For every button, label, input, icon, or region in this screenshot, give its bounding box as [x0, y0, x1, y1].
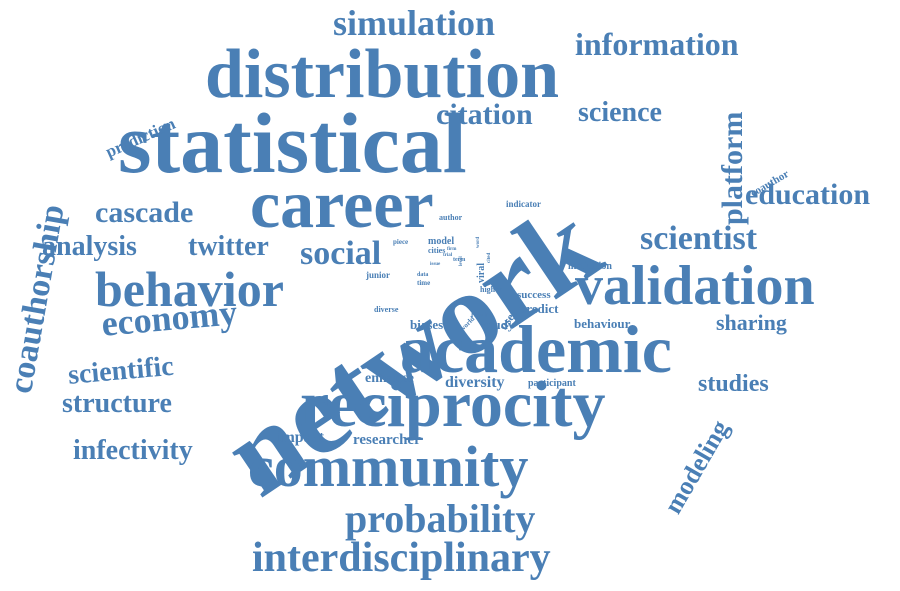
word-social: social — [300, 237, 381, 271]
word-probability: probability — [345, 499, 535, 539]
word-indicator: indicator — [506, 200, 541, 209]
word-scientist: scientist — [640, 222, 757, 256]
word-higher: higher — [480, 286, 502, 294]
word-behaviour: behaviour — [574, 317, 630, 330]
word-participant: participant — [528, 379, 576, 389]
word-word: word — [476, 237, 481, 248]
word-enhance: enhance — [365, 372, 414, 386]
word-trial: trial — [443, 253, 452, 258]
word-sharing: sharing — [716, 312, 787, 334]
word-biases: biases — [410, 318, 443, 331]
word-success: success — [517, 290, 551, 301]
word-viral: viral — [477, 263, 487, 283]
word-education: education — [745, 180, 870, 210]
word-science: science — [578, 99, 662, 127]
word-analysis: analysis — [42, 233, 137, 261]
word-level: level — [459, 256, 464, 266]
word-data: data — [417, 272, 428, 278]
word-structure: structure — [62, 390, 172, 418]
word-scientific: scientific — [67, 353, 175, 390]
word-career: career — [250, 170, 434, 238]
word-citation: citation — [436, 100, 533, 130]
word-issue: issue — [430, 262, 440, 267]
word-interdisciplinary: interdisciplinary — [252, 537, 551, 579]
word-economy: economy — [100, 294, 239, 342]
word-diverse: diverse — [374, 306, 398, 314]
word-cascade: cascade — [95, 198, 193, 228]
word-piece: piece — [393, 239, 408, 246]
word-researcher: researcher — [353, 433, 421, 448]
word-firm: firm — [447, 247, 456, 252]
word-impact: impact — [277, 430, 324, 446]
word-author: author — [439, 214, 462, 222]
word-institution: institution — [568, 262, 612, 272]
word-information: information — [575, 28, 739, 60]
word-predict: predict — [519, 302, 558, 315]
word-twitter: twitter — [188, 233, 269, 261]
word-studies: studies — [698, 372, 769, 396]
word-platform: platform — [718, 112, 748, 225]
word-infectivity: infectivity — [73, 437, 193, 465]
word-diversity: diversity — [445, 375, 505, 391]
word-junior: junior — [366, 271, 390, 280]
word-modeling: modeling — [660, 416, 734, 518]
word-simulation: simulation — [333, 5, 495, 41]
word-cited: cited — [487, 253, 492, 263]
word-time: time — [417, 280, 430, 287]
